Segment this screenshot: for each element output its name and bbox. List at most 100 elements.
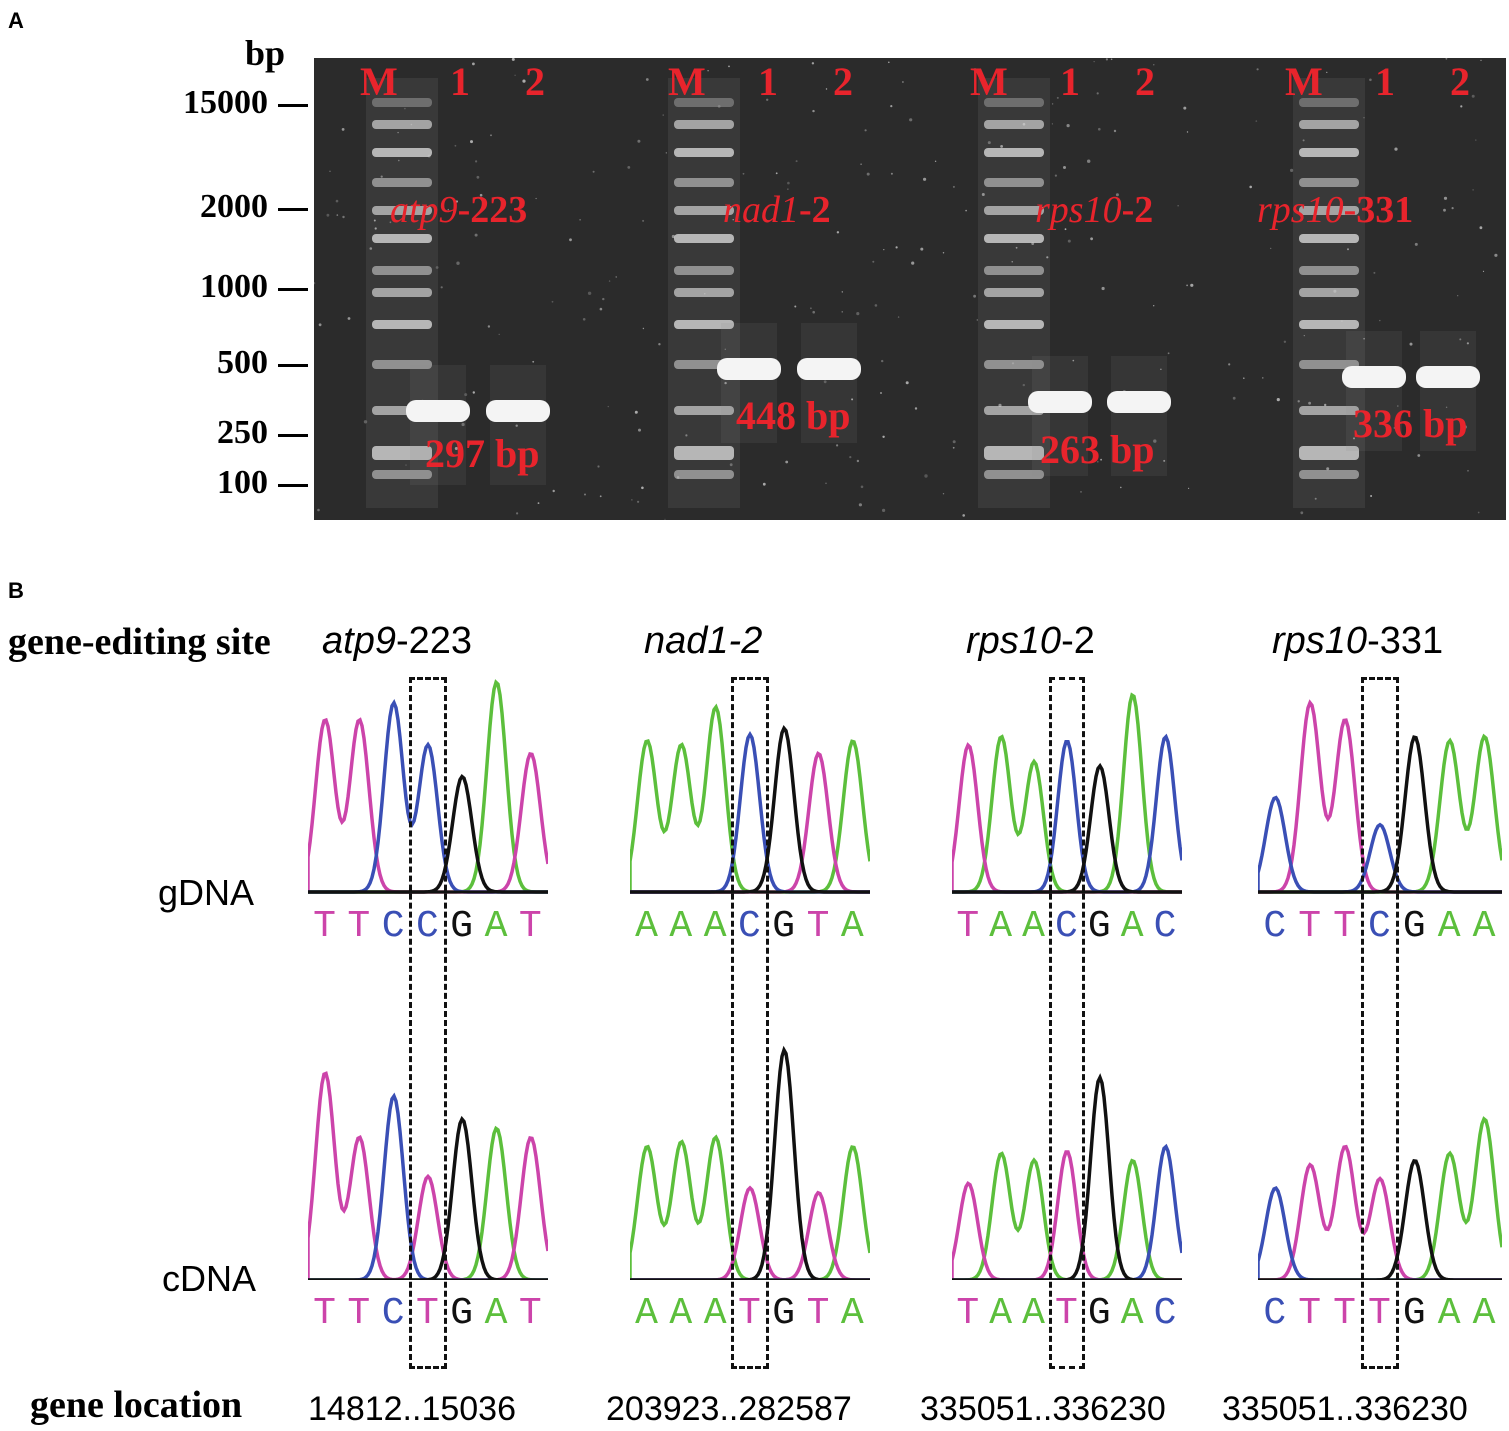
lane-label-1: 1 bbox=[1060, 59, 1080, 104]
gel-speck bbox=[1022, 383, 1025, 387]
gel-speck bbox=[890, 105, 893, 108]
marker-tick bbox=[278, 208, 308, 211]
site-gene-name: rps10 bbox=[1272, 620, 1368, 662]
gel-speck bbox=[890, 172, 893, 175]
gel-speck bbox=[729, 463, 733, 467]
gel-speck bbox=[1445, 406, 1448, 408]
cdna-base: G bbox=[450, 1292, 474, 1335]
gel-speck bbox=[883, 249, 885, 251]
gel-speck bbox=[1363, 117, 1365, 119]
gel-speck bbox=[1167, 352, 1170, 355]
gel-speck bbox=[1443, 196, 1448, 200]
lane-label-2: 2 bbox=[525, 59, 545, 104]
gel-speck bbox=[341, 128, 345, 131]
gel-speck bbox=[987, 141, 991, 145]
ladder-band bbox=[372, 288, 432, 297]
ladder-band bbox=[1299, 206, 1359, 215]
marker-label-1000: 1000 bbox=[200, 268, 268, 305]
chromatogram-3 bbox=[952, 692, 1182, 1280]
gel-speck bbox=[911, 261, 915, 265]
trace-c bbox=[1258, 1186, 1502, 1280]
gel-speck bbox=[658, 343, 661, 346]
pcr-band-gel1-lane2 bbox=[486, 400, 550, 422]
gel-speck bbox=[785, 460, 789, 464]
sample-lane-smear bbox=[1420, 331, 1476, 451]
gdna-base: A bbox=[1022, 905, 1045, 948]
gdna-base: A bbox=[989, 905, 1013, 948]
ladder-band bbox=[372, 446, 432, 460]
editing-site-box bbox=[1360, 677, 1400, 1369]
gel-speck bbox=[1101, 286, 1105, 291]
gel-speck bbox=[1153, 305, 1155, 307]
gdna-base: A bbox=[1472, 905, 1496, 948]
pcr-band-gel4-lane1 bbox=[1342, 366, 1406, 388]
gel-speck bbox=[1051, 123, 1053, 125]
cdna-base: T bbox=[518, 1292, 542, 1335]
gel-speck bbox=[1372, 216, 1374, 219]
gel-speck bbox=[464, 393, 468, 397]
gdna-base: A bbox=[1437, 905, 1461, 948]
gel-speck bbox=[1471, 94, 1475, 98]
gel-speck bbox=[1379, 319, 1381, 322]
site-number: -2 bbox=[799, 189, 831, 231]
trace-a bbox=[1258, 1116, 1502, 1280]
cdna-base: T bbox=[416, 1292, 439, 1335]
gene-name: rps10 bbox=[1257, 189, 1344, 231]
gdna-base: C bbox=[381, 905, 405, 948]
gel-speck bbox=[373, 219, 376, 222]
gel-speck bbox=[569, 238, 572, 242]
gel-speck bbox=[1056, 96, 1059, 99]
ladder-band bbox=[674, 206, 734, 215]
gel-speck bbox=[810, 307, 812, 310]
cdna-base: T bbox=[347, 1292, 371, 1335]
gdna-base: T bbox=[956, 905, 980, 948]
gel-speck bbox=[404, 107, 406, 110]
gel-speck bbox=[1445, 58, 1448, 60]
gel-speck bbox=[841, 311, 843, 313]
pcr-band-gel2-lane1 bbox=[717, 358, 781, 380]
cdna-base: T bbox=[738, 1292, 761, 1335]
sample-lane-smear bbox=[410, 365, 466, 485]
cdna-base: A bbox=[1120, 1292, 1144, 1335]
gel-speck bbox=[389, 221, 392, 224]
gel-speck bbox=[1015, 246, 1018, 249]
gel-speck bbox=[1297, 400, 1300, 403]
gel-speck bbox=[1409, 342, 1413, 346]
gel-speck bbox=[638, 428, 641, 432]
gel-speck bbox=[1302, 139, 1305, 142]
gel-speck bbox=[973, 294, 976, 298]
gene-editing-site-label: gene-editing site bbox=[8, 621, 271, 663]
editing-site-box bbox=[408, 677, 448, 1369]
gel-speck bbox=[369, 247, 373, 250]
marker-label-2000: 2000 bbox=[200, 188, 268, 225]
cdna-base: A bbox=[1437, 1292, 1461, 1335]
ladder-band bbox=[1299, 288, 1359, 297]
gel-speck bbox=[882, 508, 886, 512]
site-gene-name: nad1-2 bbox=[644, 620, 763, 662]
site-title: rps10-2 bbox=[966, 620, 1095, 663]
chromatogram-2 bbox=[630, 703, 870, 1280]
gel-speck bbox=[742, 172, 745, 175]
cdna-base: C bbox=[1153, 1292, 1177, 1335]
gdna-base: A bbox=[484, 905, 508, 948]
gel-speck bbox=[455, 200, 458, 203]
gel-speck bbox=[880, 392, 882, 394]
gdna-base: T bbox=[313, 905, 336, 948]
gel-speck bbox=[1417, 454, 1421, 457]
gel-speck bbox=[825, 482, 827, 485]
ladder-band bbox=[372, 266, 432, 275]
gel-speck bbox=[1186, 284, 1188, 287]
gel-speck bbox=[1046, 256, 1049, 259]
ladder-band bbox=[1299, 178, 1359, 187]
gdna-base: T bbox=[806, 905, 830, 948]
gel-speck bbox=[363, 420, 368, 424]
gel-speck bbox=[1324, 403, 1327, 407]
gel-speck bbox=[664, 518, 666, 520]
ladder-band bbox=[1299, 406, 1359, 415]
sample-lane-smear bbox=[721, 323, 777, 443]
gel-speck bbox=[599, 495, 602, 498]
gel-speck bbox=[535, 452, 538, 455]
gel-speck bbox=[1096, 92, 1099, 95]
gel-speck bbox=[397, 131, 399, 134]
gel-speck bbox=[897, 316, 900, 318]
